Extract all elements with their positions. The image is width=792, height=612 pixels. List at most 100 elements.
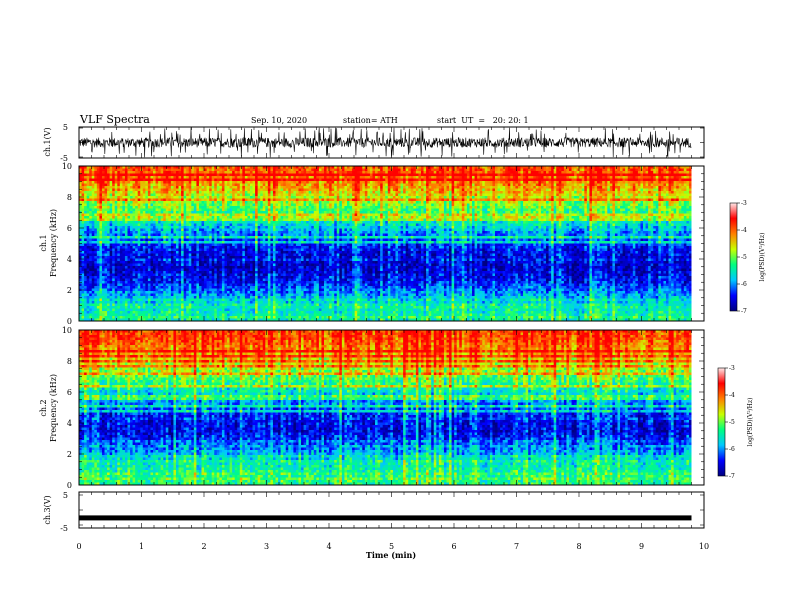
spectrogram-cell <box>360 206 363 209</box>
spectrogram-cell <box>263 191 266 194</box>
spectrogram-cell <box>316 194 319 197</box>
spectrogram-cell <box>543 194 546 197</box>
spectrogram-cell <box>339 194 342 197</box>
spectrogram-cell <box>416 179 419 182</box>
spectrogram-cell <box>321 176 324 179</box>
spectrogram-cell <box>595 179 598 182</box>
spectrogram-cell <box>475 214 478 217</box>
spectrogram-cell <box>505 176 508 179</box>
spectrogram-cell <box>556 201 559 204</box>
spectrogram-cell <box>186 174 189 177</box>
spectrogram-cell <box>314 214 317 217</box>
spectrogram-cell <box>219 211 222 214</box>
spectrogram-cell <box>452 184 455 187</box>
spectrogram-cell <box>686 176 689 179</box>
spectrogram-cell <box>513 201 516 204</box>
spectrogram-cell <box>378 191 381 194</box>
spectrogram-cell <box>472 189 475 192</box>
spectrogram-cell <box>528 214 531 217</box>
spectrogram-cell <box>189 194 192 197</box>
spectrogram-cell <box>551 201 554 204</box>
spectrogram-cell <box>138 181 141 184</box>
spectrogram-cell <box>217 191 220 194</box>
spectrogram-cell <box>610 214 613 217</box>
spectrogram-cell <box>199 214 202 217</box>
spectrogram-cell <box>449 169 452 172</box>
spectrogram-cell <box>232 189 235 192</box>
spectrogram-cell <box>686 191 689 194</box>
spectrogram-cell <box>628 209 631 212</box>
spectrogram-cell <box>457 184 460 187</box>
spectrogram-cell <box>122 209 125 212</box>
spectrogram-cell <box>426 194 429 197</box>
spectrogram-cell <box>342 189 345 192</box>
spectrogram-cell <box>482 169 485 172</box>
spectrogram-cell <box>232 191 235 194</box>
spectrogram-cell <box>99 174 102 177</box>
spectrogram-cell <box>658 206 661 209</box>
spectrogram-cell <box>679 171 682 174</box>
spectrogram-cell <box>579 189 582 192</box>
spectrogram-cell <box>135 211 138 214</box>
spectrogram-cell <box>204 204 207 207</box>
spectrogram-cell <box>145 211 148 214</box>
spectrogram-cell <box>582 169 585 172</box>
spectrogram-cell <box>406 176 409 179</box>
spectrogram-cell <box>235 169 238 172</box>
spectrogram-cell <box>395 169 398 172</box>
spectrogram-cell <box>679 211 682 214</box>
spectrogram-cell <box>469 214 472 217</box>
spectrogram-cell <box>492 169 495 172</box>
spectrogram-cell <box>452 194 455 197</box>
spectrogram-cell <box>339 211 342 214</box>
spectrogram-cell <box>199 171 202 174</box>
spectrogram-cell <box>403 171 406 174</box>
spectrogram-cell <box>329 206 332 209</box>
spectrogram-cell <box>472 201 475 204</box>
spectrogram-cell <box>508 186 511 189</box>
spectrogram-cell <box>549 181 552 184</box>
spectrogram-cell <box>536 196 539 199</box>
spectrogram-cell <box>158 189 161 192</box>
spectrogram-cell <box>143 211 146 214</box>
spectrogram-cell <box>291 201 294 204</box>
spectrogram-cell <box>268 209 271 212</box>
spectrogram-cell <box>242 199 245 202</box>
spectrogram-cell <box>492 191 495 194</box>
spectrogram-cell <box>633 189 636 192</box>
spectrogram-cell <box>173 209 176 212</box>
spectrogram-cell <box>314 179 317 182</box>
spectrogram-cell <box>572 176 575 179</box>
spectrogram-cell <box>232 201 235 204</box>
spectrogram-cell <box>207 171 210 174</box>
spectrogram-cell <box>84 206 87 209</box>
spectrogram-cell <box>347 176 350 179</box>
spectrogram-cell <box>337 214 340 217</box>
spectrogram-cell <box>625 206 628 209</box>
spectrogram-cell <box>365 171 368 174</box>
spectrogram-cell <box>314 196 317 199</box>
spectrogram-cell <box>617 204 620 207</box>
spectrogram-cell <box>92 176 95 179</box>
spectrogram-cell <box>651 199 654 202</box>
spectrogram-cell <box>145 206 148 209</box>
spectrogram-cell <box>408 196 411 199</box>
spectrogram-cell <box>222 176 225 179</box>
spectrogram-cell <box>260 171 263 174</box>
spectrogram-cell <box>518 181 521 184</box>
spectrogram-cell <box>367 186 370 189</box>
spectrogram-cell <box>408 174 411 177</box>
spectrogram-cell <box>595 209 598 212</box>
spectrogram-cell <box>431 191 434 194</box>
spectrogram-cell <box>666 189 669 192</box>
spectrogram-cell <box>490 206 493 209</box>
spectrogram-cell <box>625 199 628 202</box>
spectrogram-cell <box>107 191 110 194</box>
spectrogram-cell <box>523 214 526 217</box>
spectrogram-cell <box>651 171 654 174</box>
spectrogram-cell <box>589 211 592 214</box>
spectrogram-cell <box>551 214 554 217</box>
spectrogram-cell <box>270 186 273 189</box>
spectrogram-cell <box>577 196 580 199</box>
spectrogram-cell <box>130 199 133 202</box>
